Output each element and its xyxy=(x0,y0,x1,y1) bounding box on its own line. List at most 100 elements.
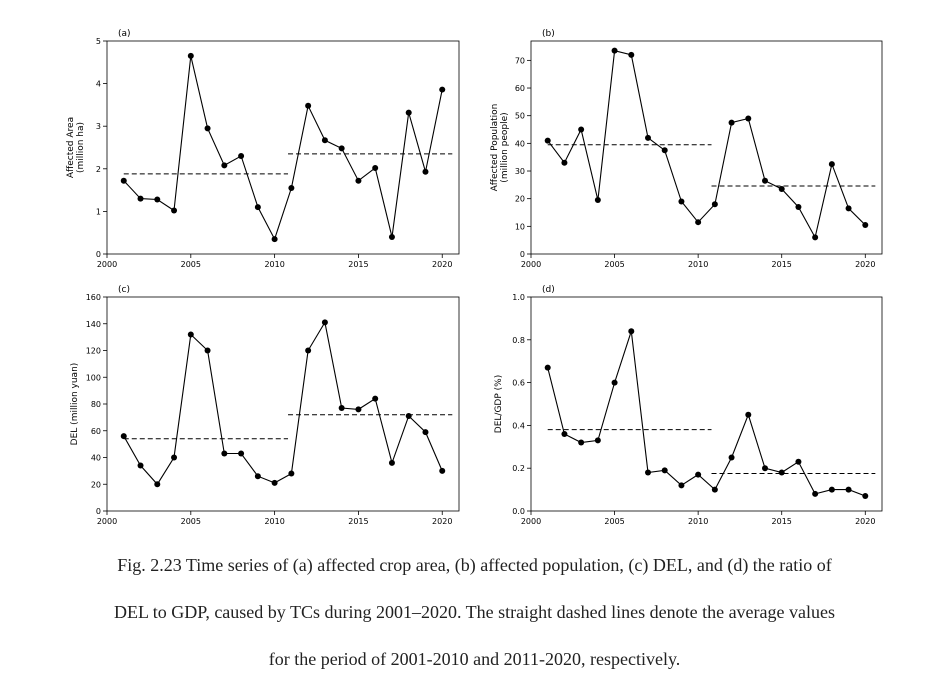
series-line xyxy=(123,320,443,486)
series-line xyxy=(123,55,443,241)
data-point xyxy=(645,134,651,141)
y-axis-label-line: (million people) xyxy=(500,112,510,182)
x-tick-label: 2010 xyxy=(688,517,708,526)
y-tick-label: 5 xyxy=(96,37,101,46)
data-point xyxy=(271,236,278,243)
data-point xyxy=(388,233,395,240)
data-point xyxy=(187,331,194,338)
y-tick-label: 0 xyxy=(96,250,101,259)
data-point xyxy=(762,177,768,184)
y-tick-label: 1 xyxy=(96,207,101,216)
data-point xyxy=(355,177,362,184)
y-tick-label: 20 xyxy=(515,195,525,204)
data-point xyxy=(355,406,362,413)
data-point xyxy=(338,145,345,152)
data-point xyxy=(678,482,685,489)
data-point xyxy=(695,219,702,226)
y-tick-label: 1.0 xyxy=(512,293,525,302)
data-point xyxy=(594,197,601,204)
y-tick-label: 50 xyxy=(515,112,525,121)
x-tick-label: 2020 xyxy=(855,260,875,269)
data-point xyxy=(862,221,869,228)
data-point xyxy=(862,493,869,500)
y-tick-label: 0.6 xyxy=(512,379,525,388)
data-point xyxy=(611,47,618,54)
x-tick-label: 2000 xyxy=(97,260,117,269)
x-tick-label: 2015 xyxy=(348,260,368,269)
data-point xyxy=(778,469,785,476)
data-point xyxy=(845,486,852,493)
y-tick-label: 4 xyxy=(96,80,101,89)
data-point xyxy=(288,184,295,191)
data-point xyxy=(187,52,194,59)
chart-panel-c: 2000 2005 2010 2015 2020 0 20 40 60 80 100 120 140 16… xyxy=(70,285,460,526)
data-point xyxy=(795,458,802,465)
data-point xyxy=(321,137,328,144)
data-point xyxy=(372,395,379,402)
data-point xyxy=(305,102,312,109)
plot-frame xyxy=(106,296,460,512)
plot-frame xyxy=(106,40,460,255)
data-point xyxy=(812,490,819,497)
data-point xyxy=(628,51,635,58)
data-point xyxy=(439,86,446,93)
data-point xyxy=(812,234,819,241)
data-point xyxy=(795,203,802,210)
data-point xyxy=(745,411,752,418)
y-tick-label: 160 xyxy=(86,293,101,302)
y-tick-label: 3 xyxy=(96,122,101,131)
data-point xyxy=(561,159,568,166)
y-tick-label: 20 xyxy=(91,480,101,489)
data-point xyxy=(544,364,551,371)
y-axis-label: Affected Area(million ha) xyxy=(66,117,86,178)
data-point xyxy=(578,126,585,133)
data-point xyxy=(544,137,551,144)
y-tick-label: 120 xyxy=(86,347,101,356)
data-point xyxy=(745,115,752,122)
data-point xyxy=(778,185,785,192)
x-tick-label: 2000 xyxy=(521,260,541,269)
y-axis-label: Affected Population(million people) xyxy=(490,104,510,192)
data-point xyxy=(238,153,245,160)
panel-label: (b) xyxy=(542,29,555,39)
data-point xyxy=(372,164,379,171)
data-point xyxy=(221,450,228,457)
data-point xyxy=(120,177,127,184)
data-point xyxy=(661,467,668,474)
x-tick-label: 2005 xyxy=(181,260,201,269)
plot-frame xyxy=(530,296,883,512)
data-point xyxy=(422,168,429,175)
chart-panel-a: 2000 2005 2010 2015 2020 0 1 2 3 4 5 (a) Affected Ar… xyxy=(66,29,460,269)
data-point xyxy=(221,162,228,169)
data-point xyxy=(171,454,178,461)
data-point xyxy=(204,125,211,132)
y-axis-label: DEL (million yuan) xyxy=(70,363,80,446)
x-tick-label: 2020 xyxy=(855,517,875,526)
y-axis-label-line: Affected Area xyxy=(66,117,76,178)
x-tick-label: 2005 xyxy=(181,517,201,526)
data-point xyxy=(762,465,768,472)
y-tick-label: 80 xyxy=(91,400,101,409)
data-point xyxy=(137,195,144,202)
data-point xyxy=(728,119,735,126)
data-point xyxy=(611,379,618,386)
data-point xyxy=(338,405,345,412)
panel-label: (c) xyxy=(118,285,130,295)
data-point xyxy=(594,437,601,444)
y-axis-label: DEL/GDP (%) xyxy=(494,375,504,433)
y-tick-label: 0 xyxy=(96,507,101,516)
data-point xyxy=(254,473,261,480)
x-tick-label: 2005 xyxy=(604,260,624,269)
x-tick-label: 2000 xyxy=(521,517,541,526)
data-point xyxy=(388,459,395,466)
data-point xyxy=(678,198,685,205)
data-point xyxy=(828,161,835,168)
x-tick-label: 2020 xyxy=(432,260,452,269)
caption-line-1: Fig. 2.23 Time series of (a) affected cr… xyxy=(117,555,832,575)
data-point xyxy=(405,413,412,420)
data-point xyxy=(405,109,412,116)
data-point xyxy=(321,319,328,326)
data-point xyxy=(845,205,852,212)
data-point xyxy=(154,196,161,203)
y-tick-label: 0.2 xyxy=(512,464,525,473)
